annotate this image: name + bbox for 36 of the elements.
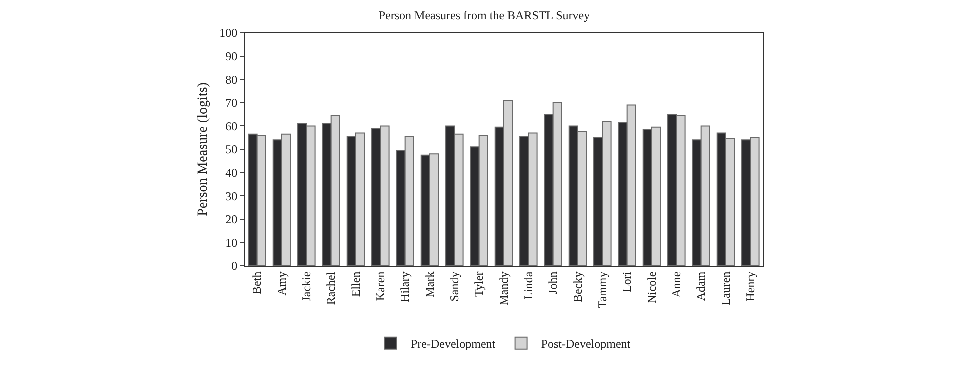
x-tick-label: Mark [422, 272, 437, 298]
x-tick-label: Adam [694, 271, 708, 302]
chart-title: Person Measures from the BARSTL Survey [378, 8, 590, 22]
y-tick-label: 60 [226, 119, 238, 134]
x-tick-label: Tammy [596, 272, 610, 308]
y-tick-label: 80 [226, 72, 238, 87]
y-tick-label: 50 [226, 142, 238, 157]
x-tick-label: Linda [522, 271, 536, 300]
x-tick-label: Beth [250, 272, 264, 294]
y-tick-label: 40 [226, 166, 238, 180]
y-tick-label: 70 [226, 96, 238, 110]
legend-label: Pre-Development [411, 337, 496, 352]
x-tick-label: Anne [670, 272, 684, 298]
y-tick-label: 0 [232, 259, 238, 274]
x-tick-label: Ellen [348, 272, 363, 298]
y-tick-label: 30 [226, 189, 238, 204]
y-tick-label: 20 [226, 212, 238, 227]
x-tick-label: Amy [274, 272, 289, 296]
x-tick-label: Tyler [472, 272, 486, 297]
y-axis-title: Person Measure (logits) [196, 82, 212, 216]
x-tick-label: Henry [744, 272, 758, 302]
y-tick-label: 90 [226, 50, 238, 64]
x-tick-label: Nicole [644, 272, 659, 304]
x-tick-label: John [546, 272, 560, 294]
y-tick-label: 100 [220, 26, 238, 40]
x-tick-label: Karen [374, 272, 388, 302]
x-tick-label: Rachel [324, 271, 338, 306]
x-tick-label: Jackie [300, 272, 314, 302]
x-tick-label: Becky [570, 272, 585, 302]
x-tick-label: Lauren [718, 272, 733, 306]
x-tick-label: Mandy [496, 272, 511, 306]
x-tick-label: Lori [620, 271, 634, 292]
x-tick-label: Hilary [398, 272, 412, 302]
x-tick-label: Sandy [448, 272, 462, 302]
y-tick-label: 10 [226, 236, 238, 250]
legend-label: Post-Development [541, 337, 632, 352]
